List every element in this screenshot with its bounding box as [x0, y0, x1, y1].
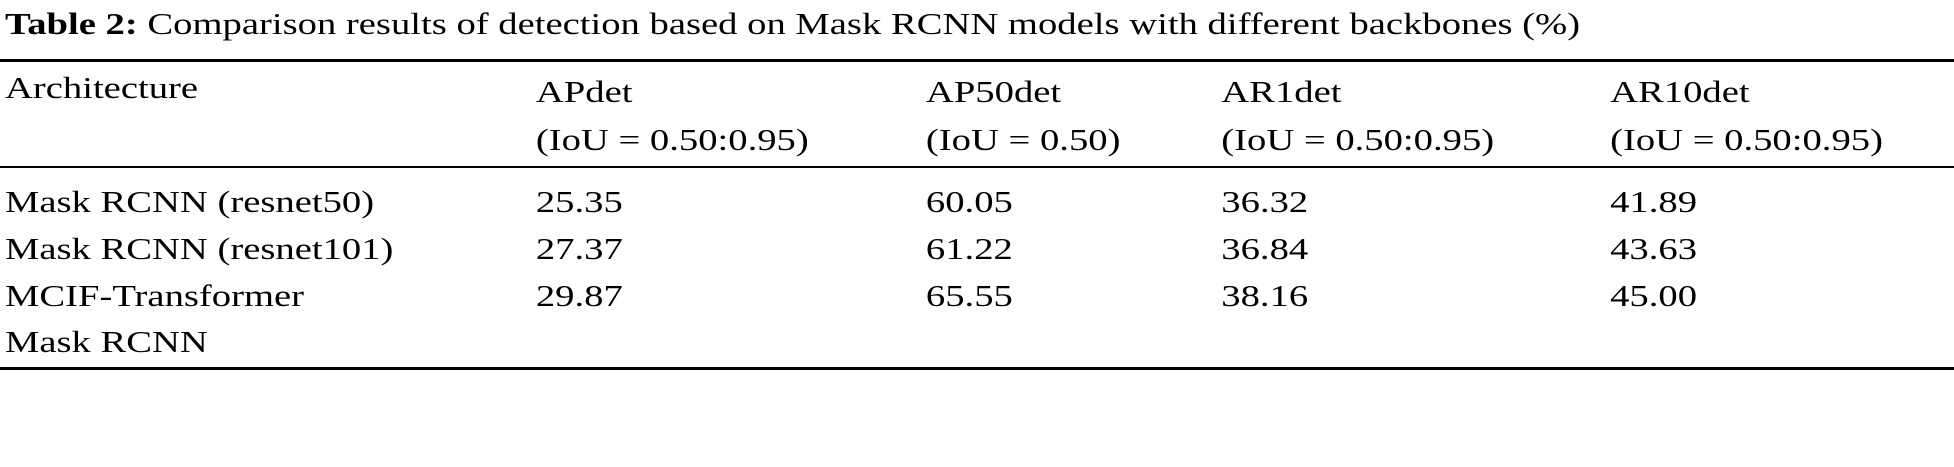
cell-ar1det: 36.32 [1221, 184, 1309, 219]
cell-ar1det: 38.16 [1221, 278, 1309, 313]
row-architecture-line2: Mask RCNN [4, 324, 208, 359]
cell-ap50det: 65.55 [925, 278, 1013, 313]
cell-ap50det: 61.22 [925, 231, 1013, 266]
header-ar1det-sub: (IoU = 0.50:0.95) [1221, 122, 1495, 157]
row-architecture: Mask RCNN (resnet50) [4, 184, 375, 219]
cell-ar10det: 45.00 [1610, 278, 1698, 313]
cell-apdet: 27.37 [535, 231, 623, 266]
header-ar10det: AR10det [1610, 74, 1750, 109]
header-ap50det-sub: (IoU = 0.50) [925, 122, 1121, 157]
top-rule [0, 59, 1954, 62]
cell-ar10det: 41.89 [1610, 184, 1698, 219]
table-caption: Table 2: Comparison results of detection… [5, 8, 1580, 39]
caption-text: Comparison results of detection based on… [137, 6, 1581, 41]
header-ar1det: AR1det [1221, 74, 1342, 109]
header-ap50det: AP50det [925, 74, 1062, 109]
caption-label: Table 2: [4, 6, 138, 41]
header-apdet: APdet [535, 74, 633, 109]
cell-ar1det: 36.84 [1221, 231, 1309, 266]
header-architecture: Architecture [4, 70, 199, 105]
cell-apdet: 25.35 [535, 184, 623, 219]
bottom-rule [0, 367, 1954, 370]
cell-apdet: 29.87 [535, 278, 623, 313]
cell-ap50det: 60.05 [925, 184, 1013, 219]
header-apdet-sub: (IoU = 0.50:0.95) [535, 122, 809, 157]
row-architecture: Mask RCNN (resnet101) [4, 231, 394, 266]
cell-ar10det: 43.63 [1610, 231, 1698, 266]
header-ar10det-sub: (IoU = 0.50:0.95) [1610, 122, 1883, 157]
row-architecture: MCIF-Transformer [4, 278, 305, 313]
header-rule [0, 166, 1954, 168]
